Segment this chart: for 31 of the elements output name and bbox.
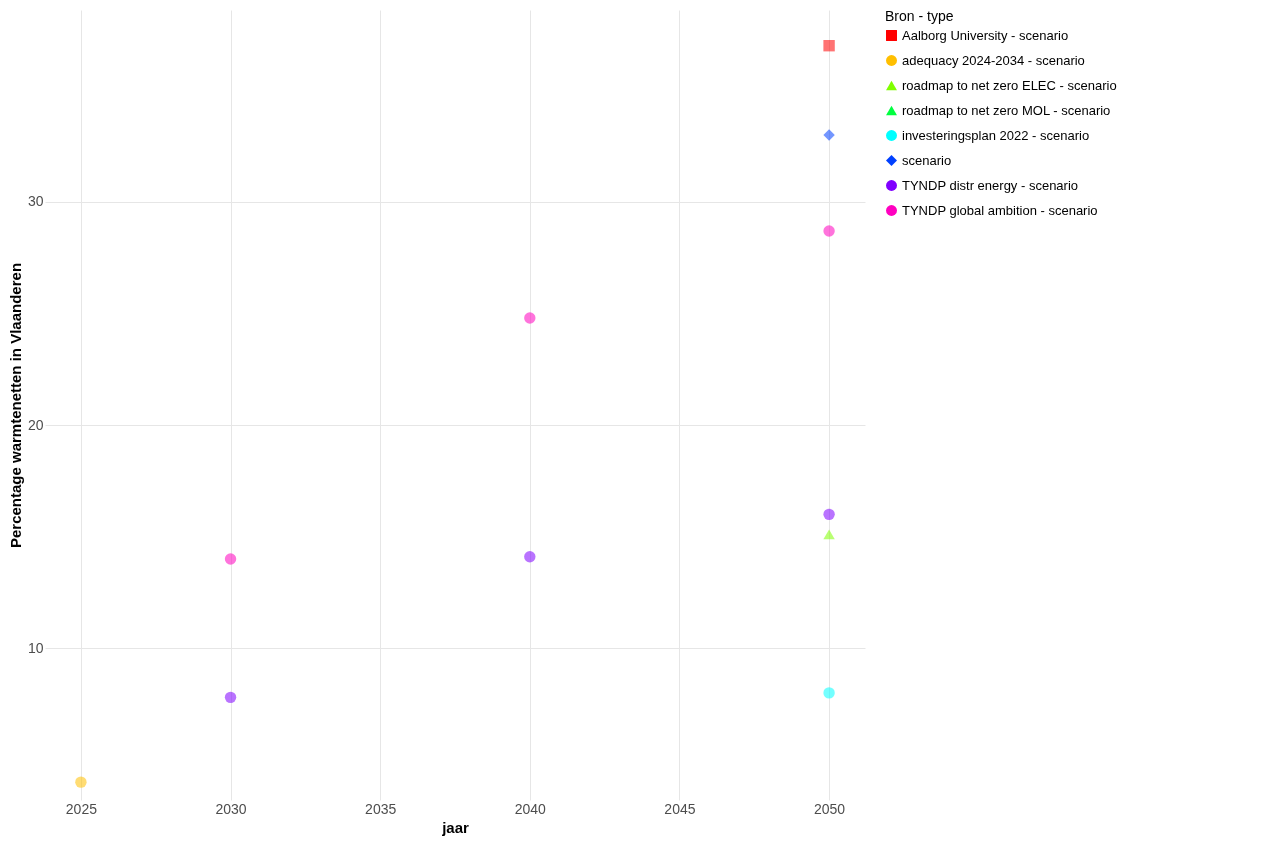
x-tick-label: 2035	[365, 800, 397, 817]
legend-title: Bron - type	[885, 8, 954, 24]
legend-label: roadmap to net zero MOL - scenario	[902, 102, 1111, 118]
point	[823, 529, 835, 540]
y-tick-label: 30	[27, 193, 44, 210]
x-tick-label: 2025	[65, 800, 98, 817]
y-axis-title: Percentage warmtenetten in Vlaanderen	[6, 262, 24, 549]
legend-label: Aalborg University - scenario	[902, 27, 1069, 43]
x-tick-label: 2045	[664, 800, 696, 817]
point	[823, 508, 835, 521]
point	[823, 129, 835, 141]
x-axis-title: jaar	[441, 818, 469, 836]
x-tick-label: 2050	[814, 800, 846, 817]
point	[823, 225, 835, 237]
point	[224, 553, 237, 565]
point	[823, 687, 835, 699]
legend-label: scenario	[902, 152, 952, 168]
point	[524, 551, 536, 563]
legend-label: adequacy 2024-2034 - scenario	[902, 52, 1085, 68]
point	[823, 40, 835, 52]
x-tick-label: 2030	[215, 800, 247, 817]
point	[524, 312, 536, 324]
point	[224, 691, 237, 704]
legend-label: TYNDP global ambition - scenario	[902, 202, 1098, 218]
point	[75, 776, 87, 788]
y-tick-label: 20	[27, 416, 44, 433]
x-tick-label: 2040	[514, 800, 547, 817]
legend-label: roadmap to net zero ELEC - scenario	[902, 77, 1117, 93]
y-tick-label: 10	[27, 639, 44, 656]
legend-label: TYNDP distr energy - scenario	[902, 177, 1079, 193]
legend-label: investeringsplan 2022 - scenario	[902, 127, 1090, 143]
